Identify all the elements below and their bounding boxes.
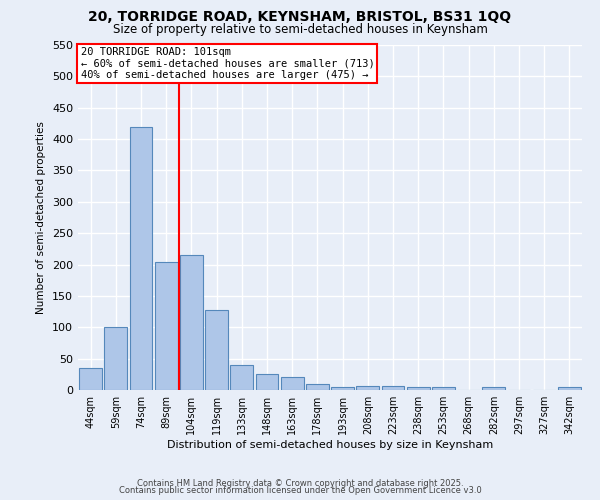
Text: Contains HM Land Registry data © Crown copyright and database right 2025.: Contains HM Land Registry data © Crown c… [137,478,463,488]
Bar [205,310,228,390]
Bar [155,262,178,390]
Bar [356,386,379,390]
X-axis label: Distribution of semi-detached houses by size in Keynsham: Distribution of semi-detached houses by … [167,440,493,450]
Bar [558,388,581,390]
Text: Size of property relative to semi-detached houses in Keynsham: Size of property relative to semi-detach… [113,22,487,36]
Bar [382,386,404,390]
Bar [104,326,127,390]
Bar [256,374,278,390]
Bar [180,255,203,390]
Text: 20 TORRIDGE ROAD: 101sqm
← 60% of semi-detached houses are smaller (713)
40% of : 20 TORRIDGE ROAD: 101sqm ← 60% of semi-d… [80,46,374,80]
Bar [230,365,253,390]
Bar [432,387,455,390]
Y-axis label: Number of semi-detached properties: Number of semi-detached properties [37,121,46,314]
Text: 20, TORRIDGE ROAD, KEYNSHAM, BRISTOL, BS31 1QQ: 20, TORRIDGE ROAD, KEYNSHAM, BRISTOL, BS… [88,10,512,24]
Bar [331,387,354,390]
Bar [407,387,430,390]
Text: Contains public sector information licensed under the Open Government Licence v3: Contains public sector information licen… [119,486,481,495]
Bar [306,384,329,390]
Bar [482,388,505,390]
Bar [281,378,304,390]
Bar [79,368,102,390]
Bar [130,126,152,390]
